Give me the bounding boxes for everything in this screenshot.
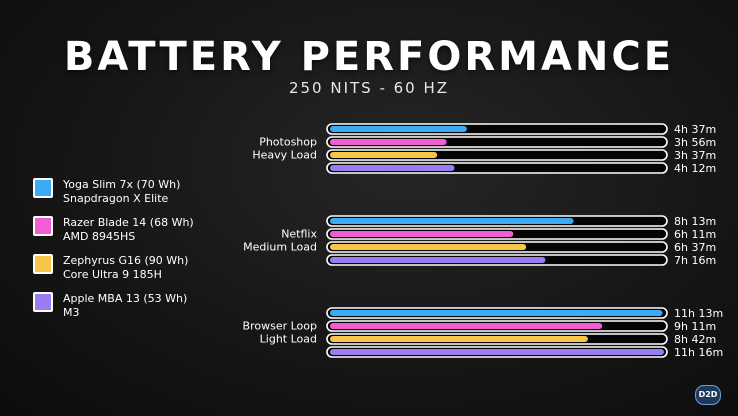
legend-label: Razer Blade 14 (68 Wh)	[63, 216, 194, 229]
group-sublabel: Medium Load	[243, 241, 317, 254]
value-label: 6h 37m	[674, 241, 716, 254]
group-label: Browser Loop	[243, 320, 317, 333]
legend-sublabel: Core Ultra 9 185H	[63, 268, 162, 281]
legend-sublabel: AMD 8945HS	[63, 230, 136, 243]
bar	[330, 126, 467, 132]
legend-swatch	[33, 254, 53, 274]
value-label: 7h 16m	[674, 254, 716, 267]
legend-label: Zephyrus G16 (90 Wh)	[63, 254, 189, 267]
bar	[330, 152, 438, 158]
bar	[330, 257, 546, 263]
value-label: 3h 56m	[674, 136, 716, 149]
bar	[330, 165, 455, 171]
bar	[330, 310, 663, 316]
legend-sublabel: M3	[63, 306, 80, 319]
value-label: 11h 16m	[674, 346, 723, 359]
value-label: 3h 37m	[674, 149, 716, 162]
chart-title: BATTERY PERFORMANCE	[63, 34, 675, 80]
legend-swatch	[33, 292, 53, 312]
value-label: 8h 42m	[674, 333, 716, 346]
legend-swatch	[33, 216, 53, 236]
group-label: Photoshop	[259, 136, 317, 149]
legend-label: Apple MBA 13 (53 Wh)	[63, 292, 188, 305]
bar	[330, 139, 447, 145]
brand-logo: D2D	[695, 385, 721, 405]
bar	[330, 218, 574, 224]
value-label: 9h 11m	[674, 320, 716, 333]
bar	[330, 231, 514, 237]
bar	[330, 244, 527, 250]
value-label: 4h 37m	[674, 123, 716, 136]
bar	[330, 349, 664, 355]
legend-sublabel: Snapdragon X Elite	[63, 192, 169, 205]
value-label: 6h 11m	[674, 228, 716, 241]
chart-subtitle: 250 NITS - 60 HZ	[288, 79, 450, 97]
legend-label: Yoga Slim 7x (70 Wh)	[63, 178, 181, 191]
value-label: 4h 12m	[674, 162, 716, 175]
legend-swatch	[33, 178, 53, 198]
group-label: Netflix	[281, 228, 317, 241]
bar	[330, 323, 603, 329]
value-label: 8h 13m	[674, 215, 716, 228]
group-sublabel: Heavy Load	[252, 149, 317, 162]
group-sublabel: Light Load	[260, 333, 317, 346]
bar	[330, 336, 588, 342]
value-label: 11h 13m	[674, 307, 723, 320]
